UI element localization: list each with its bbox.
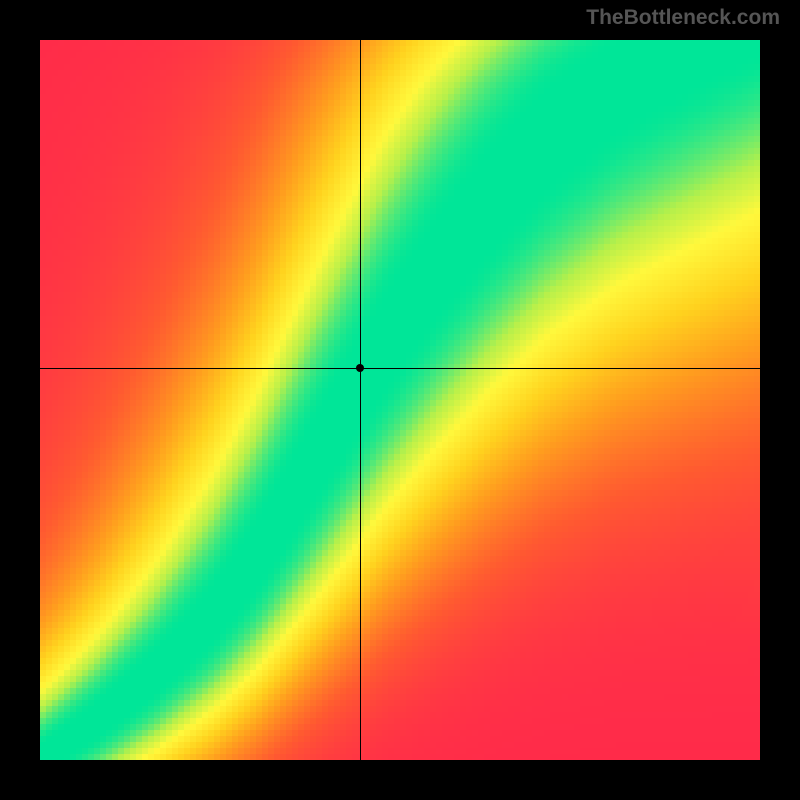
heatmap-canvas <box>40 40 760 760</box>
crosshair-vertical <box>360 40 361 760</box>
bottleneck-heatmap <box>40 40 760 760</box>
watermark-text: TheBottleneck.com <box>586 6 780 30</box>
crosshair-marker <box>356 364 364 372</box>
crosshair-horizontal <box>40 368 760 369</box>
